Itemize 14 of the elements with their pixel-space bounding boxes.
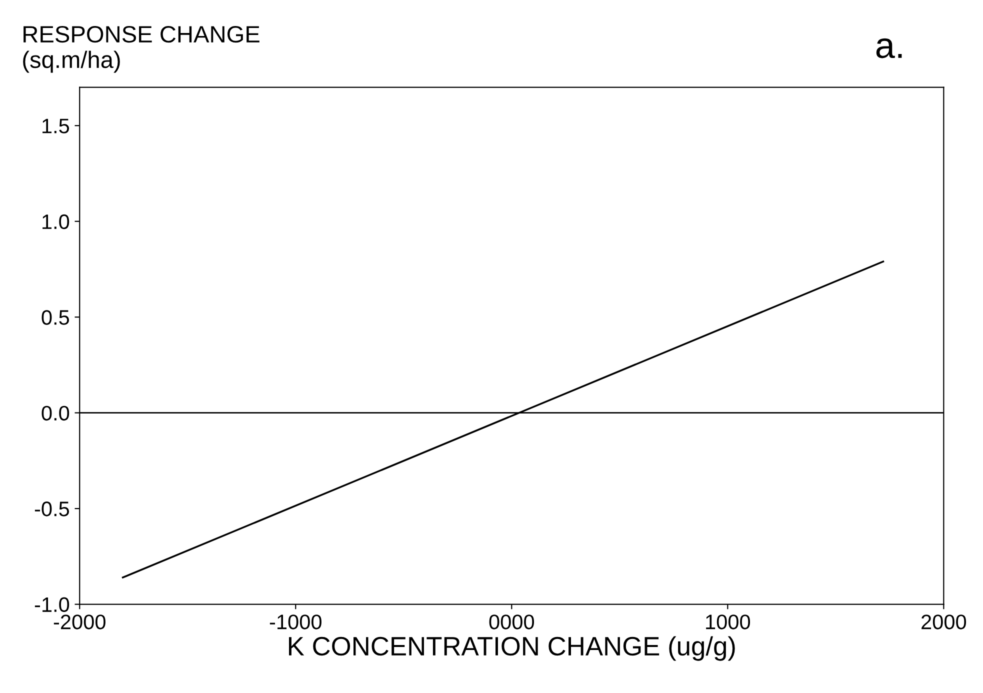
x-tick-label: 2000 xyxy=(922,614,966,630)
text: a. xyxy=(876,38,902,58)
y-tick-label: -0.5 xyxy=(34,502,70,516)
x-tick-label: 0000 xyxy=(489,614,534,630)
x-axis-title: K CONCENTRATION CHANGE (ug/g) xyxy=(288,636,735,661)
x-tick-label: -2000 xyxy=(54,614,106,630)
y-tick-label: 1.5 xyxy=(42,118,70,134)
y-tick-label: 0.5 xyxy=(42,310,70,325)
y-tick-label: 0.0 xyxy=(42,406,70,421)
y-tick-label: -1.0 xyxy=(34,597,70,612)
x-tick-label: 1000 xyxy=(706,614,750,630)
y-tick-label: 1.0 xyxy=(42,214,70,230)
y-axis-title: RESPONSE CHANGE (sq.m/ha) xyxy=(23,26,260,73)
x-tick-label: -1000 xyxy=(270,614,322,630)
